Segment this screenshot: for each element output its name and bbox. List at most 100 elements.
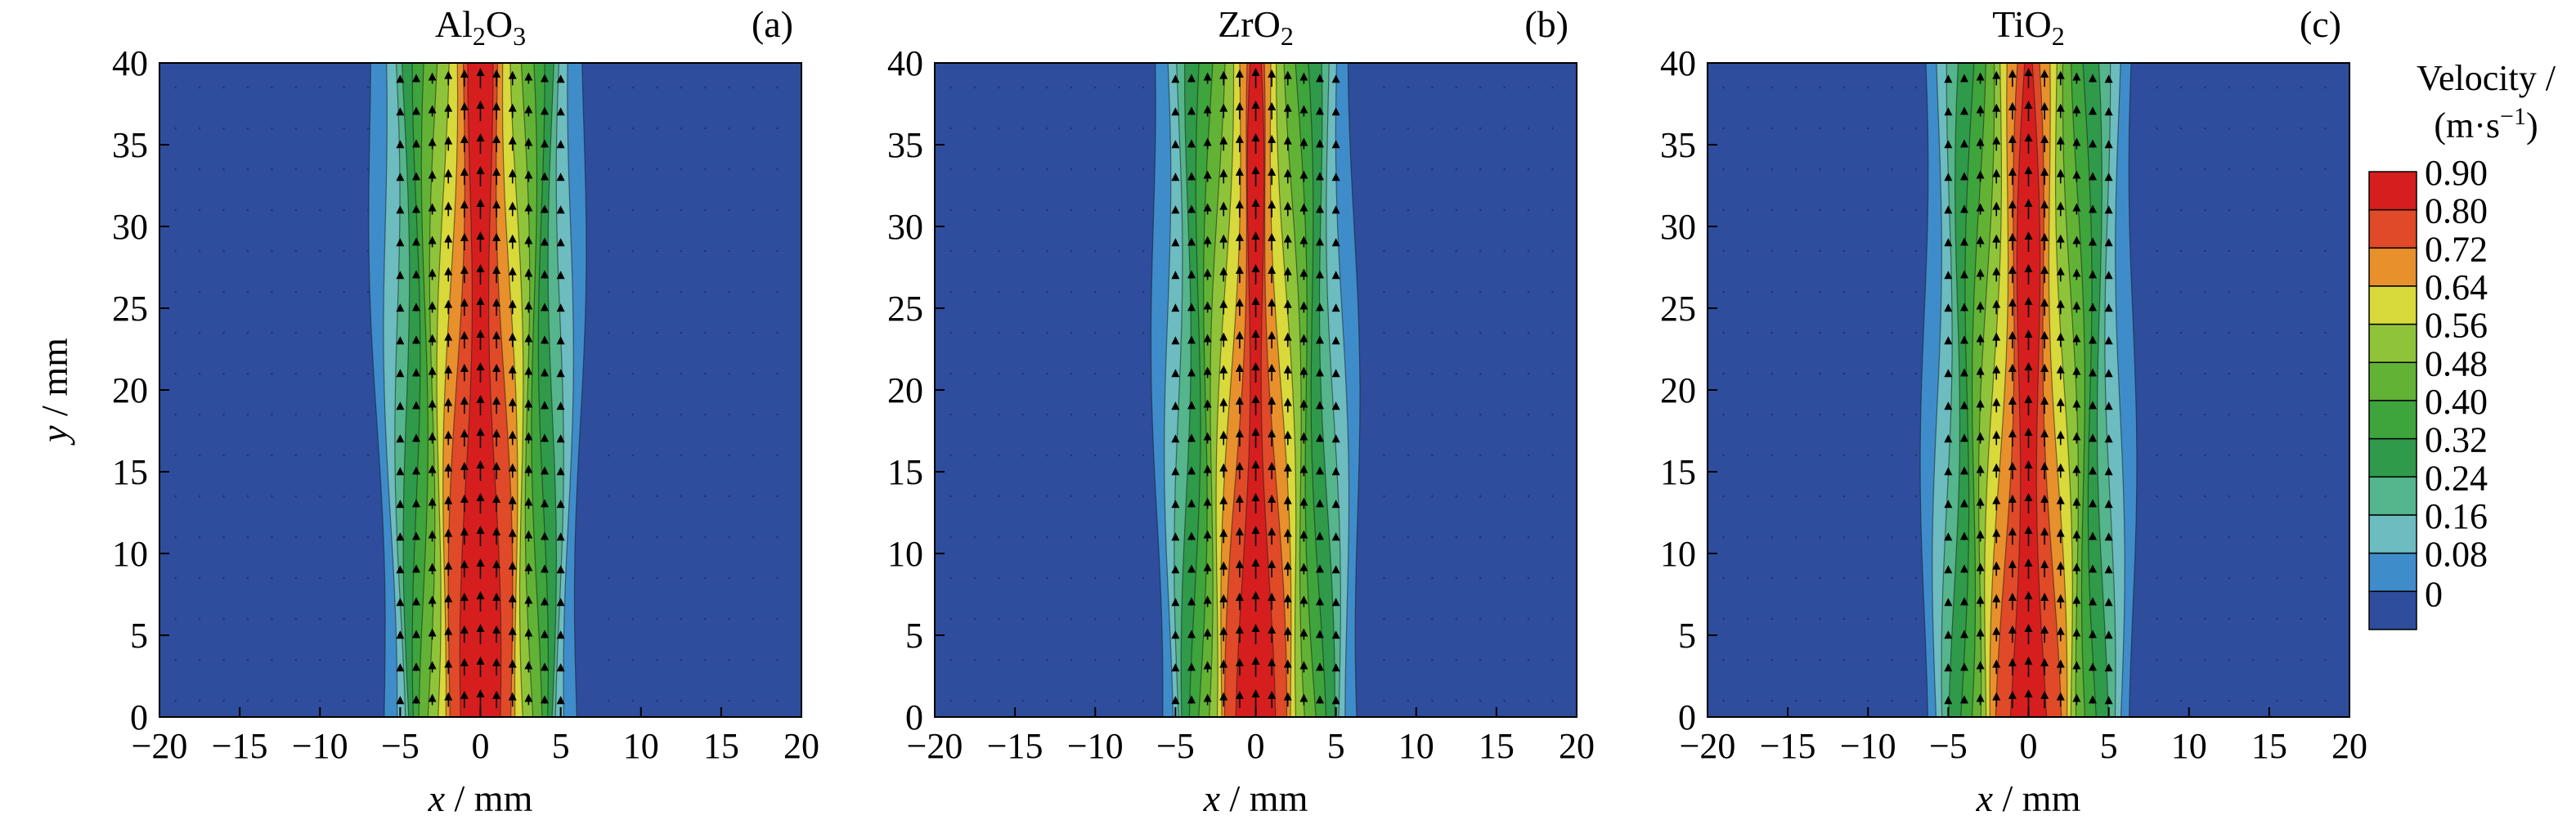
- vector-arrowhead: [2072, 399, 2081, 408]
- vector-arrowhead: [444, 495, 453, 504]
- vector-arrowhead: [460, 461, 469, 470]
- vector-arrowhead: [1171, 434, 1180, 443]
- vector-arrowhead: [492, 199, 501, 208]
- vector-dot: [198, 617, 201, 621]
- vector-dot: [294, 495, 298, 498]
- vector-arrowhead: [1251, 264, 1260, 272]
- vector-arrowhead: [524, 399, 533, 408]
- vector-arrowhead: [1299, 268, 1308, 277]
- vector-arrowhead: [508, 136, 517, 145]
- vector-arrowhead: [444, 626, 453, 635]
- vector-dot: [680, 331, 683, 334]
- vector-arrowhead: [1268, 461, 1277, 470]
- vector-arrowhead: [1251, 624, 1260, 632]
- vector-arrowhead: [1960, 204, 1968, 213]
- vector-arrowhead: [2104, 336, 2113, 345]
- x-axis-label: x / mm: [1203, 778, 1308, 819]
- vector-dot: [1770, 249, 1773, 253]
- x-tick-label: 10: [2171, 726, 2207, 766]
- vector-arrowhead: [1219, 267, 1228, 276]
- vector-arrowhead: [1268, 527, 1277, 536]
- vector-arrowhead: [1187, 466, 1196, 475]
- vector-dot: [2156, 127, 2158, 130]
- vector-dot: [343, 699, 345, 702]
- vector-arrowhead: [2104, 369, 2113, 378]
- vector-arrowhead: [1283, 626, 1292, 635]
- vector-dot: [2204, 249, 2206, 253]
- vector-dot: [2300, 495, 2303, 498]
- vector-dot: [2179, 208, 2183, 212]
- vector-arrowhead: [1960, 597, 1968, 606]
- vector-dot: [1551, 699, 1554, 702]
- vector-dot: [1891, 208, 1893, 212]
- vector-dot: [1794, 331, 1797, 334]
- vector-dot: [1479, 249, 1482, 253]
- vector-arrowhead: [1219, 103, 1228, 112]
- vector-dot: [1046, 168, 1048, 171]
- vector-arrowhead: [2104, 401, 2113, 410]
- vector-dot: [246, 372, 249, 375]
- vector-arrowhead: [2008, 101, 2017, 110]
- vector-arrowhead: [492, 428, 501, 437]
- vector-arrowhead: [1960, 531, 1968, 540]
- vector-arrowhead: [1976, 170, 1985, 179]
- vector-arrowhead: [1235, 232, 1244, 241]
- vector-arrowhead: [1316, 172, 1324, 181]
- vector-arrowhead: [412, 335, 420, 344]
- vector-dot: [1455, 127, 1458, 130]
- vector-dot: [1431, 413, 1434, 416]
- vector-dot: [1866, 454, 1869, 457]
- vector-arrowhead: [460, 527, 469, 536]
- vector-dot: [1794, 495, 1797, 498]
- vector-arrowhead: [508, 561, 517, 570]
- vector-arrowhead: [2024, 329, 2033, 338]
- vector-dot: [2156, 658, 2158, 661]
- vector-arrowhead: [524, 595, 533, 604]
- vector-dot: [1746, 168, 1749, 171]
- vector-dot: [949, 208, 952, 212]
- vector-dot: [1722, 495, 1725, 498]
- vector-dot: [2251, 495, 2255, 498]
- vector-arrowhead: [1171, 532, 1180, 541]
- vector-dot: [703, 290, 707, 294]
- vector-dot: [222, 617, 225, 621]
- vector-dot: [1503, 208, 1506, 212]
- vector-dot: [1093, 576, 1097, 580]
- vector-dot: [1746, 536, 1749, 539]
- vector-arrowhead: [1992, 168, 2001, 177]
- vector-arrowhead: [1316, 564, 1324, 573]
- vector-dot: [1431, 86, 1434, 89]
- vector-dot: [1551, 454, 1554, 457]
- vector-dot: [1383, 413, 1385, 416]
- vector-arrowhead: [1316, 106, 1324, 115]
- vector-arrowhead: [1944, 532, 1953, 541]
- vector-dot: [1118, 454, 1120, 457]
- vector-arrowhead: [524, 432, 533, 441]
- vector-dot: [1046, 536, 1048, 539]
- vector-dot: [222, 208, 225, 212]
- vector-dot: [2228, 617, 2231, 621]
- vector-dot: [1503, 86, 1506, 89]
- vector-dot: [949, 699, 952, 702]
- y-tick-label: 25: [1660, 289, 1696, 329]
- vector-arrowhead: [396, 205, 405, 214]
- vector-dot: [2276, 576, 2278, 580]
- vector-dot: [776, 617, 779, 621]
- vector-dot: [1407, 372, 1410, 375]
- vector-dot: [728, 372, 730, 375]
- vector-dot: [318, 576, 321, 580]
- vector-arrowhead: [2072, 301, 2081, 310]
- vector-arrowhead: [524, 170, 533, 179]
- vector-dot: [1046, 658, 1048, 661]
- vector-dot: [2156, 536, 2158, 539]
- vector-dot: [2324, 699, 2327, 702]
- vector-arrowhead: [508, 692, 517, 701]
- contour-band-0.90: [2009, 63, 2048, 717]
- vector-dot: [1431, 454, 1434, 457]
- vector-arrowhead: [1299, 105, 1308, 114]
- vector-dot: [1770, 454, 1773, 457]
- vector-dot: [1142, 372, 1145, 375]
- vector-arrowhead: [1235, 167, 1244, 176]
- vector-arrowhead: [428, 301, 437, 310]
- vector-arrowhead: [492, 527, 501, 536]
